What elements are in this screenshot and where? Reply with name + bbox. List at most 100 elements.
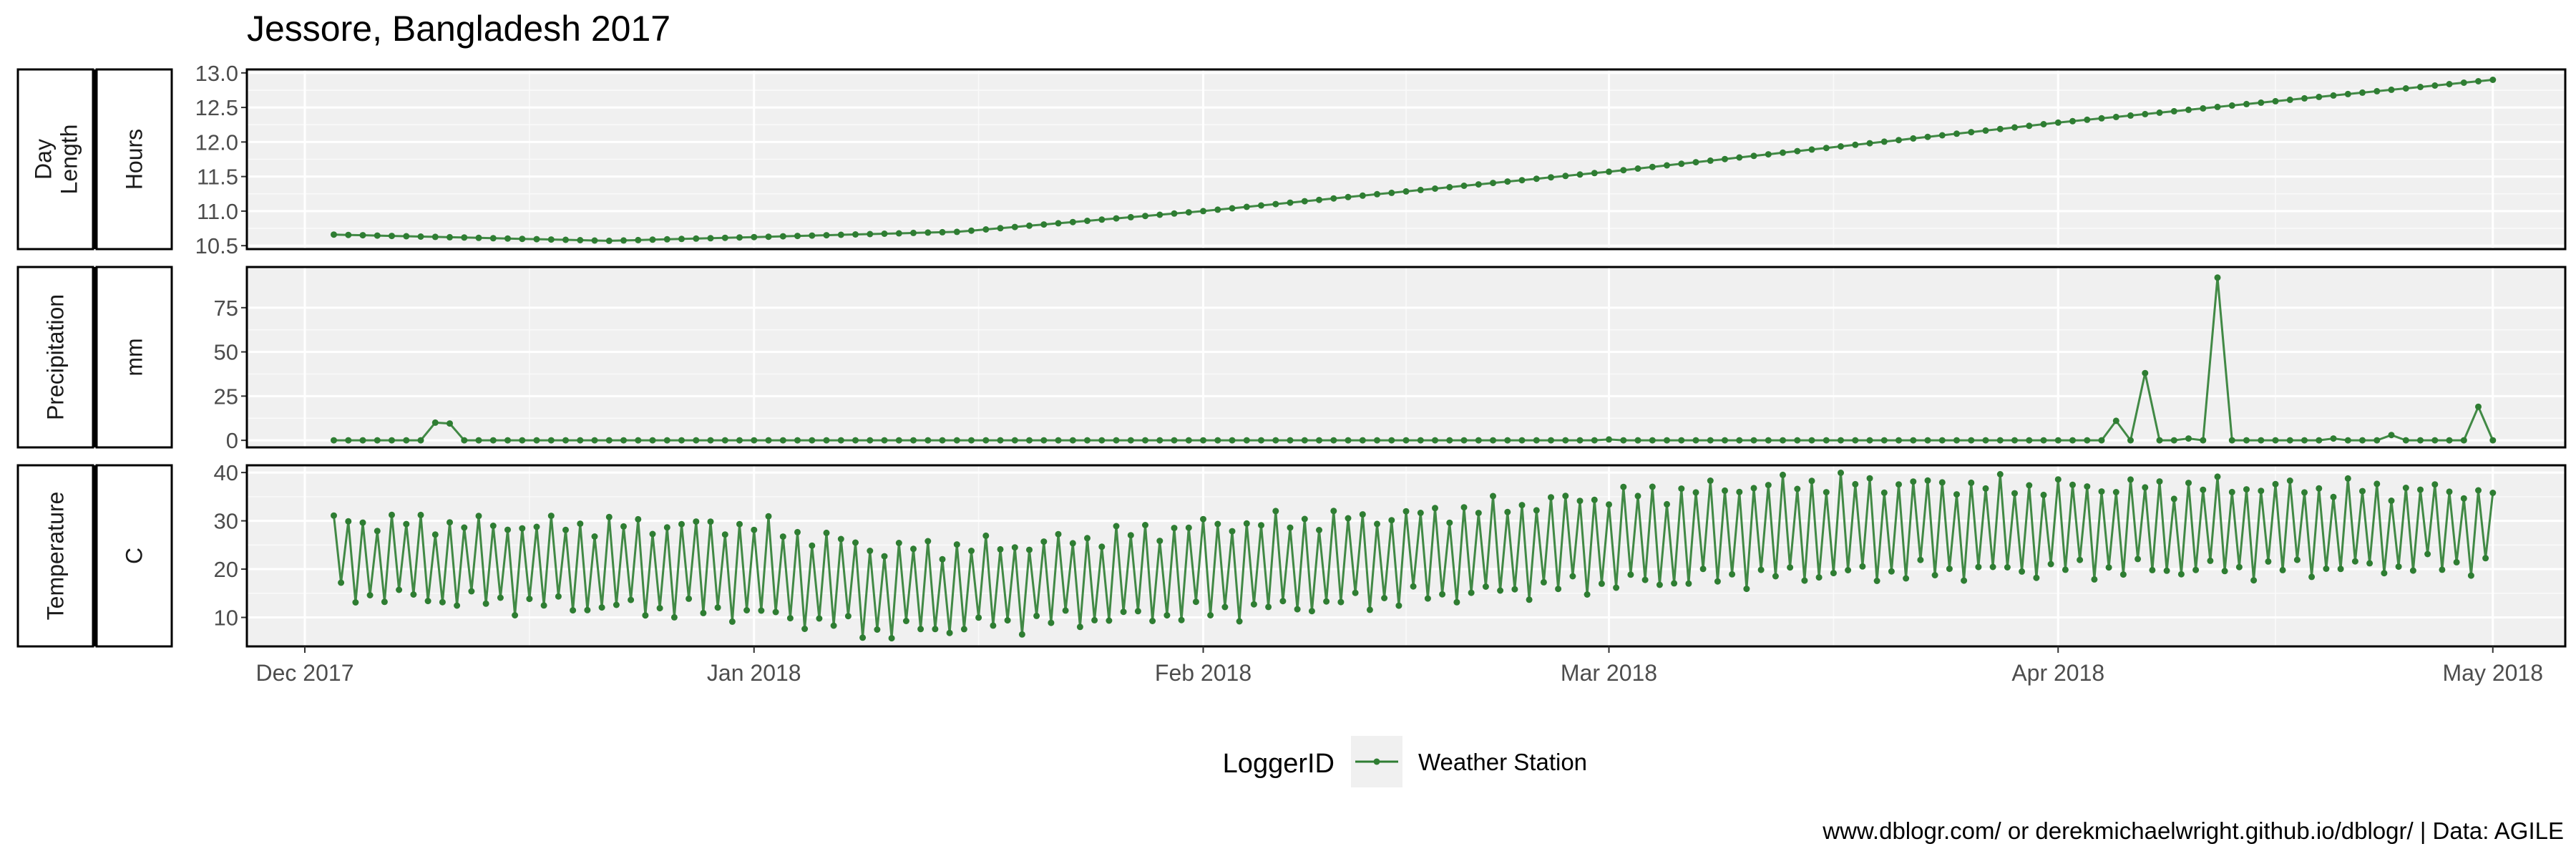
data-point [1852,141,1859,148]
data-point [2127,112,2134,119]
data-point [1736,437,1743,444]
data-point [1200,515,1206,523]
data-point [910,437,917,444]
data-point [1098,216,1106,223]
data-point [2112,113,2119,120]
data-point [953,541,960,548]
chart-title: Jessore, Bangladesh 2017 [247,9,670,49]
data-point [2344,475,2351,482]
data-point [2011,124,2018,131]
data-point [1323,598,1330,605]
data-point [2489,490,2497,496]
data-point [707,235,714,242]
data-point [2417,486,2424,493]
data-point [2149,566,2156,573]
data-point [1200,208,1206,215]
data-point [555,593,562,600]
data-point [620,237,627,244]
data-point [1388,189,1395,196]
data-point [2308,573,2316,581]
data-point [1794,147,1801,155]
data-point [1221,603,1229,611]
data-point [489,437,497,444]
data-point [2439,566,2446,573]
data-point [512,612,519,618]
data-point [823,232,830,239]
data-point [1815,574,1823,581]
data-point [881,553,888,560]
data-point [1446,437,1453,444]
data-point [2344,437,2351,444]
data-point [1287,437,1294,444]
data-point [2228,437,2235,444]
data-point [837,535,844,543]
data-point [1765,151,1772,158]
data-point [2142,110,2149,117]
data-point [1040,538,1048,545]
data-point [461,437,468,444]
data-point [389,233,395,240]
data-point [1127,532,1134,539]
data-point [2265,558,2272,565]
data-point [1055,530,1062,538]
data-point [605,513,613,520]
data-point [2170,437,2177,444]
data-point [533,236,540,243]
data-point [2054,476,2062,483]
data-point [852,437,859,444]
data-point [1722,487,1728,494]
data-point [736,234,743,241]
data-point [2316,93,2323,100]
data-point [1395,602,1402,609]
data-point [1156,437,1163,444]
data-point [2475,487,2482,494]
data-point [1345,193,1352,200]
data-point [2170,107,2177,115]
data-point [1490,180,1496,187]
data-point [2026,122,2033,130]
data-point [1069,437,1076,444]
data-point [2279,566,2286,573]
data-point [2381,570,2388,577]
data-point [1359,511,1366,518]
data-point [1606,501,1612,508]
data-point [1200,437,1206,444]
data-point [939,437,946,444]
data-point [663,524,670,531]
data-point [2258,99,2265,106]
data-point [2185,480,2192,487]
data-point [1330,195,1337,202]
data-point [844,613,852,620]
data-point [721,437,728,444]
data-point [2207,557,2214,564]
data-point [2040,121,2047,127]
data-point [823,529,830,536]
data-point [2301,489,2308,496]
data-point [497,594,504,601]
data-point [1982,437,1989,444]
data-point [982,226,990,233]
data-point [1330,508,1337,515]
data-point [895,230,902,237]
data-point [1548,494,1554,501]
data-point [1946,566,1953,573]
data-point [2200,486,2207,493]
data-point [2250,577,2258,584]
strip-inner-label: C [122,548,147,564]
data-point [779,437,786,444]
data-point [2098,488,2105,495]
data-point [2011,437,2018,444]
data-point [1316,437,1322,444]
data-point [2272,480,2279,487]
data-point [2460,437,2467,444]
data-point [1316,527,1322,533]
data-point [953,437,960,444]
data-point [533,437,540,444]
data-point [1736,488,1743,495]
data-point [2330,493,2337,500]
strip-outer [16,68,94,251]
data-point [1938,437,1946,444]
data-point [2366,560,2373,567]
data-point [2431,437,2439,444]
data-point [605,437,613,444]
